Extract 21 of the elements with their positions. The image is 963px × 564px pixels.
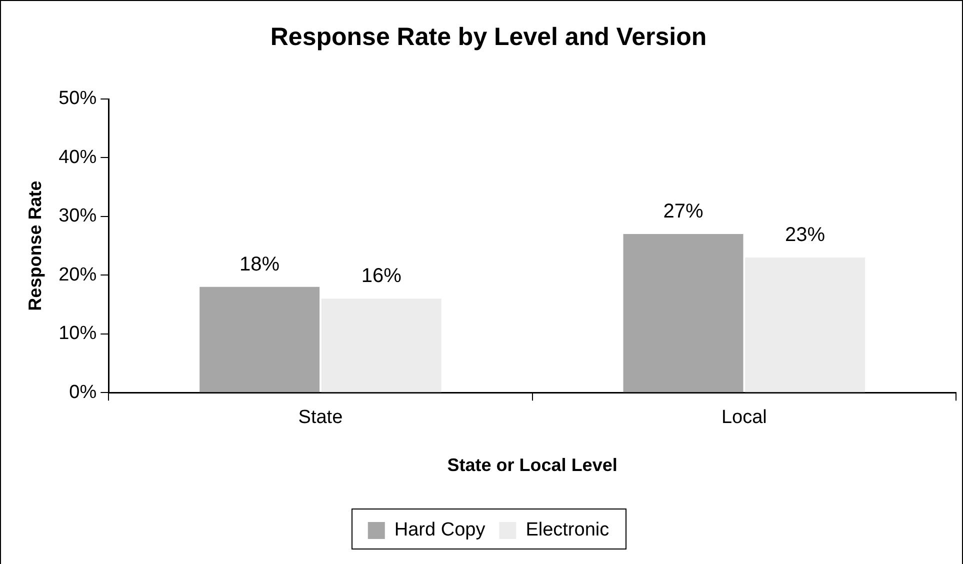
y-tick-label: 50% [58,88,97,110]
bar [321,298,442,392]
bar [623,234,744,392]
chart-title: Response Rate by Level and Version [270,22,707,51]
x-tick-label: Local [721,407,767,428]
x-tick-label: State [298,407,343,428]
y-tick-label: 0% [69,382,97,403]
y-axis-title: Response Rate [24,180,45,311]
legend-label: Hard Copy [394,520,486,541]
y-tick-label: 20% [58,264,97,286]
y-tick-label: 40% [58,146,97,168]
data-label: 27% [663,200,704,223]
data-label: 18% [240,253,280,276]
bar [745,258,866,392]
legend-label: Electronic [526,520,610,541]
x-axis-title: State or Local Level [447,455,618,476]
y-tick-label: 10% [58,323,97,344]
bar [200,286,320,392]
data-label: 23% [785,224,826,246]
y-tick-label: 30% [58,206,97,227]
data-label: 16% [361,265,402,288]
